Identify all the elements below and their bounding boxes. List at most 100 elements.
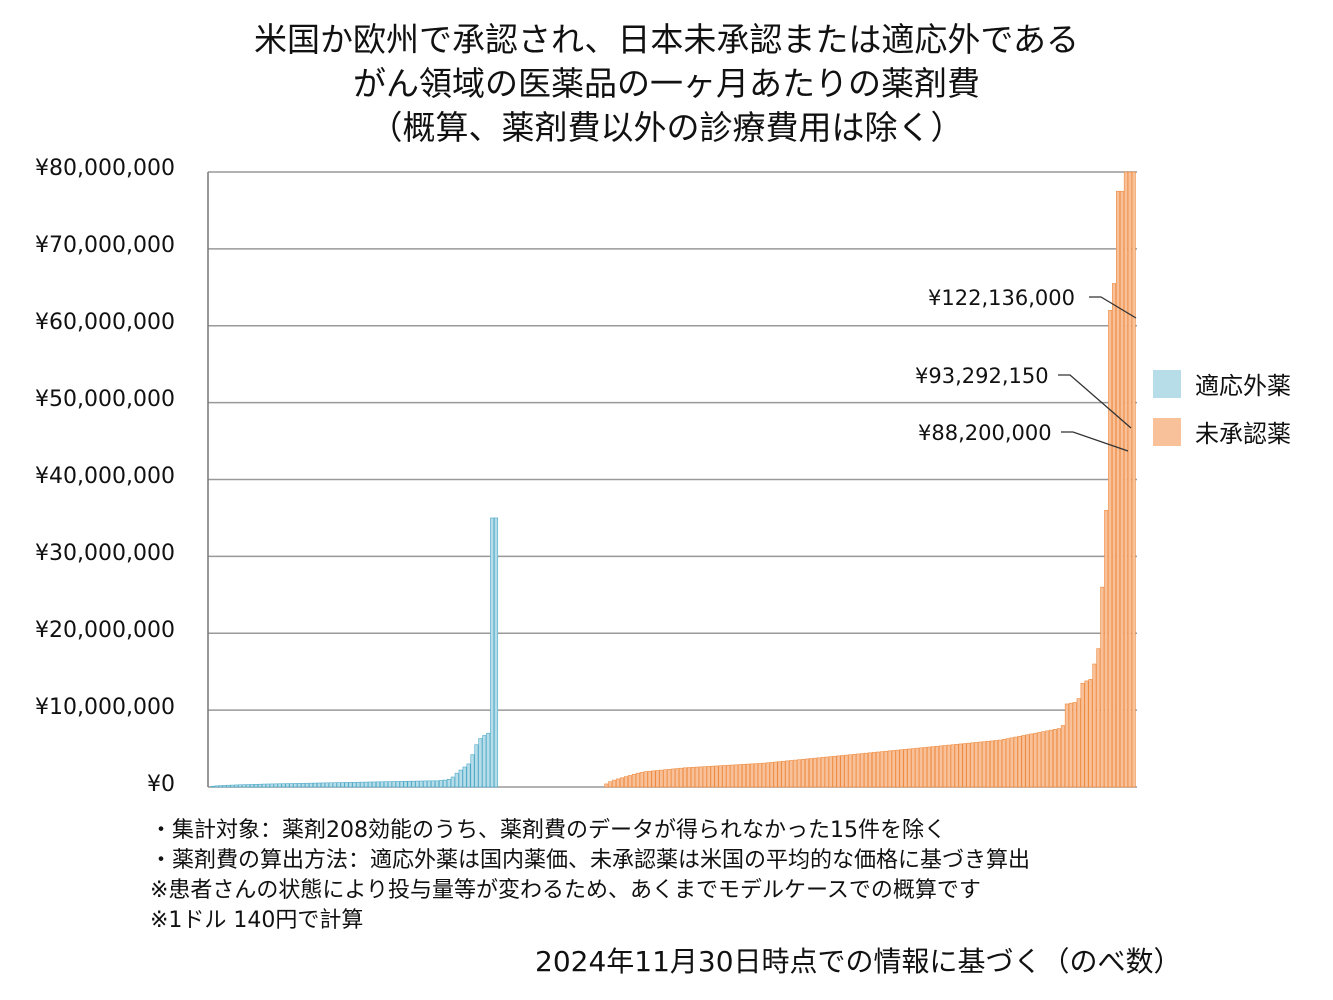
bar-unapproved-126 bbox=[1100, 586, 1105, 788]
bar-offlabel-10 bbox=[250, 784, 255, 788]
y-tick-label-30m: ¥30,000,000 bbox=[35, 541, 175, 566]
bar-unapproved-50 bbox=[801, 759, 806, 788]
bar-unapproved-45 bbox=[781, 760, 786, 788]
bar-offlabel-44 bbox=[383, 781, 388, 788]
bar-unapproved-24 bbox=[698, 766, 703, 788]
bar-unapproved-57 bbox=[828, 756, 833, 788]
bar-offlabel-64 bbox=[462, 766, 467, 788]
bar-unapproved-119 bbox=[1072, 702, 1077, 788]
bar-offlabel-2 bbox=[218, 785, 223, 788]
bar-offlabel-16 bbox=[273, 783, 278, 788]
bar-offlabel-65 bbox=[466, 763, 471, 788]
bar-unapproved-56 bbox=[824, 756, 829, 788]
bar-unapproved-75 bbox=[899, 749, 904, 788]
bar-offlabel-50 bbox=[407, 780, 412, 788]
bar-unapproved-5 bbox=[623, 776, 628, 788]
bar-unapproved-21 bbox=[686, 767, 691, 788]
bar-unapproved-17 bbox=[671, 768, 676, 788]
bar-offlabel-21 bbox=[293, 783, 298, 788]
bar-offlabel-61 bbox=[450, 776, 455, 788]
bar-unapproved-67 bbox=[868, 752, 872, 788]
legend-item-unapproved: 未承認薬 bbox=[1153, 414, 1291, 449]
bar-unapproved-87 bbox=[946, 744, 951, 788]
note-line-4: ※1ドル 140円で計算 bbox=[150, 908, 364, 933]
bar-unapproved-76 bbox=[903, 749, 908, 788]
bar-unapproved-117 bbox=[1064, 703, 1069, 788]
bar-unapproved-31 bbox=[726, 764, 731, 788]
bar-unapproved-55 bbox=[820, 757, 825, 788]
bar-unapproved-36 bbox=[746, 763, 750, 788]
bar-offlabel-8 bbox=[242, 784, 247, 788]
bar-offlabel-41 bbox=[372, 781, 377, 788]
bar-unapproved-69 bbox=[875, 751, 880, 788]
y-tick-label-80m: ¥80,000,000 bbox=[35, 156, 175, 181]
bar-unapproved-73 bbox=[891, 750, 896, 788]
bar-unapproved-30 bbox=[722, 765, 727, 788]
bar-offlabel-72 bbox=[494, 517, 499, 788]
bar-unapproved-6 bbox=[627, 775, 632, 788]
bar-unapproved-11 bbox=[647, 770, 652, 788]
annotation-leader-2 bbox=[1061, 431, 1129, 452]
bar-unapproved-1 bbox=[608, 781, 613, 788]
y-tick-label-0: ¥0 bbox=[147, 772, 175, 797]
bar-offlabel-55 bbox=[427, 780, 432, 788]
bar-offlabel-47 bbox=[395, 781, 400, 788]
bar-offlabel-6 bbox=[234, 784, 239, 788]
bar-offlabel-51 bbox=[411, 780, 416, 788]
bar-unapproved-109 bbox=[1033, 732, 1038, 788]
bar-unapproved-98 bbox=[990, 740, 994, 788]
bar-offlabel-67 bbox=[474, 744, 479, 788]
bar-unapproved-93 bbox=[970, 742, 975, 788]
bar-unapproved-110 bbox=[1037, 732, 1042, 788]
bar-unapproved-41 bbox=[765, 762, 770, 788]
bar-unapproved-114 bbox=[1053, 729, 1057, 788]
bar-unapproved-125 bbox=[1096, 648, 1101, 788]
bar-unapproved-62 bbox=[848, 754, 853, 788]
bar-unapproved-96 bbox=[982, 741, 987, 788]
bar-unapproved-68 bbox=[871, 752, 876, 788]
bar-unapproved-106 bbox=[1021, 735, 1026, 788]
footer-date-note: 2024年11月30日時点での情報に基づく（のべ数） bbox=[535, 945, 1182, 978]
bar-offlabel-31 bbox=[332, 782, 337, 788]
bar-offlabel-33 bbox=[340, 782, 345, 788]
bar-unapproved-78 bbox=[911, 748, 916, 788]
bar-offlabel-26 bbox=[313, 782, 317, 788]
bar-offlabel-48 bbox=[399, 781, 404, 788]
bar-unapproved-37 bbox=[749, 763, 754, 788]
bar-offlabel-1 bbox=[214, 785, 219, 788]
y-tick-label-20m: ¥20,000,000 bbox=[35, 618, 175, 643]
bar-unapproved-60 bbox=[840, 755, 845, 788]
bar-unapproved-118 bbox=[1068, 702, 1073, 788]
chart-title: 米国か欧州で承認され、日本未承認または適応外である がん領域の医薬品の一ヶ月あた… bbox=[0, 18, 1333, 150]
y-tick-label-50m: ¥50,000,000 bbox=[35, 387, 175, 412]
bar-unapproved-107 bbox=[1025, 734, 1030, 788]
bar-offlabel-69 bbox=[482, 735, 487, 788]
bar-unapproved-122 bbox=[1084, 680, 1089, 788]
y-tick-label-10m: ¥10,000,000 bbox=[35, 695, 175, 720]
bar-unapproved-25 bbox=[702, 766, 707, 788]
bar-unapproved-20 bbox=[683, 767, 687, 788]
y-tick-label-40m: ¥40,000,000 bbox=[35, 464, 175, 489]
bar-offlabel-20 bbox=[289, 783, 294, 788]
bar-offlabel-13 bbox=[261, 783, 266, 788]
bar-unapproved-72 bbox=[887, 750, 892, 788]
bar-unapproved-121 bbox=[1080, 682, 1085, 788]
bar-unapproved-66 bbox=[864, 752, 869, 788]
bar-unapproved-44 bbox=[777, 761, 782, 788]
bar-unapproved-127 bbox=[1104, 509, 1109, 788]
bar-unapproved-9 bbox=[639, 772, 644, 788]
bar-unapproved-18 bbox=[675, 768, 680, 788]
bar-unapproved-111 bbox=[1041, 731, 1046, 788]
bar-unapproved-92 bbox=[966, 742, 971, 788]
bar-unapproved-35 bbox=[742, 764, 747, 788]
bar-offlabel-58 bbox=[438, 780, 443, 788]
bar-offlabel-28 bbox=[320, 782, 325, 788]
bar-unapproved-43 bbox=[773, 761, 778, 788]
bar-offlabel-45 bbox=[387, 781, 392, 788]
bar-unapproved-97 bbox=[986, 740, 991, 788]
bar-unapproved-132 bbox=[1123, 171, 1128, 788]
bar-offlabel-52 bbox=[415, 780, 420, 788]
bar-unapproved-34 bbox=[738, 764, 743, 788]
bar-offlabel-46 bbox=[391, 781, 396, 788]
bar-unapproved-64 bbox=[856, 753, 861, 788]
